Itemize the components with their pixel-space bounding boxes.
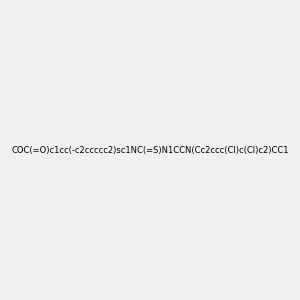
Text: COC(=O)c1cc(-c2ccccc2)sc1NC(=S)N1CCN(Cc2ccc(Cl)c(Cl)c2)CC1: COC(=O)c1cc(-c2ccccc2)sc1NC(=S)N1CCN(Cc2… <box>11 146 289 154</box>
